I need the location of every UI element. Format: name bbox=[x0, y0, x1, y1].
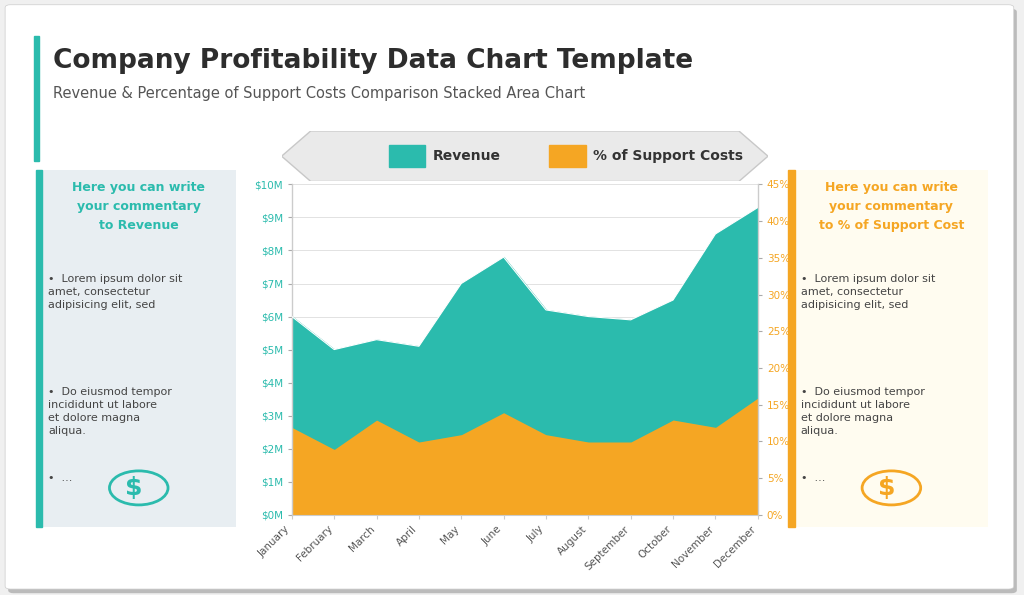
Text: •  ...: • ... bbox=[801, 473, 825, 483]
Text: Here you can write
your commentary
to % of Support Cost: Here you can write your commentary to % … bbox=[819, 181, 964, 233]
Text: •  ...: • ... bbox=[48, 473, 73, 483]
FancyBboxPatch shape bbox=[5, 5, 1014, 589]
Polygon shape bbox=[282, 131, 768, 181]
Text: % of Support Costs: % of Support Costs bbox=[593, 149, 742, 163]
Text: •  Lorem ipsum dolor sit
amet, consectetur
adipisicing elit, sed: • Lorem ipsum dolor sit amet, consectetu… bbox=[801, 274, 935, 310]
Text: •  Do eiusmod tempor
incididunt ut labore
et dolore magna
aliqua.: • Do eiusmod tempor incididunt ut labore… bbox=[801, 387, 925, 436]
Bar bbox=[388, 145, 425, 167]
Bar bbox=[36, 170, 42, 527]
Bar bbox=[34, 36, 39, 161]
Text: Revenue: Revenue bbox=[432, 149, 501, 163]
Text: $: $ bbox=[878, 476, 895, 500]
Text: •  Do eiusmod tempor
incididunt ut labore
et dolore magna
aliqua.: • Do eiusmod tempor incididunt ut labore… bbox=[48, 387, 172, 436]
FancyBboxPatch shape bbox=[36, 170, 236, 527]
Text: Here you can write
your commentary
to Revenue: Here you can write your commentary to Re… bbox=[73, 181, 205, 233]
FancyBboxPatch shape bbox=[8, 9, 1017, 593]
Bar bbox=[788, 170, 795, 527]
Bar bbox=[549, 145, 586, 167]
Text: •  Lorem ipsum dolor sit
amet, consectetur
adipisicing elit, sed: • Lorem ipsum dolor sit amet, consectetu… bbox=[48, 274, 182, 310]
Text: Company Profitability Data Chart Template: Company Profitability Data Chart Templat… bbox=[53, 48, 693, 74]
FancyBboxPatch shape bbox=[788, 170, 988, 527]
Text: $: $ bbox=[125, 476, 142, 500]
Text: Revenue & Percentage of Support Costs Comparison Stacked Area Chart: Revenue & Percentage of Support Costs Co… bbox=[53, 86, 586, 101]
